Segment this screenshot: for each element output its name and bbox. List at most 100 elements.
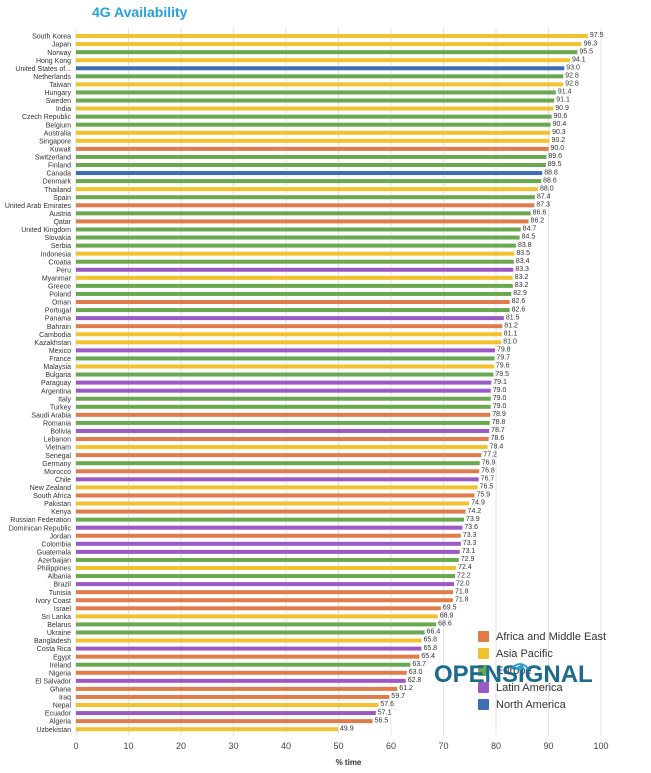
- value-label: 57.1: [378, 709, 392, 716]
- bar-43: [76, 380, 492, 385]
- category-label: Austria: [49, 211, 71, 218]
- category-label: France: [49, 356, 71, 363]
- value-label: 82.9: [513, 290, 527, 297]
- value-label: 63.0: [409, 669, 423, 676]
- bar-29: [76, 267, 514, 272]
- category-label: El Salvador: [35, 678, 71, 685]
- bar-82: [76, 694, 390, 699]
- category-label: Morocco: [44, 469, 71, 476]
- value-label: 83.3: [515, 266, 529, 273]
- category-label: Czech Republic: [22, 114, 72, 121]
- legend-swatch: [478, 699, 489, 710]
- bar-28: [76, 259, 514, 264]
- bar-4: [76, 66, 565, 71]
- category-label: Belgium: [46, 122, 71, 129]
- value-label: 88.8: [544, 169, 558, 176]
- bar-35: [76, 316, 504, 321]
- value-label: 79.6: [496, 363, 510, 370]
- category-label: India: [56, 106, 71, 113]
- bar-46: [76, 404, 491, 409]
- category-label: Pakistan: [44, 501, 71, 508]
- category-label: Philippines: [37, 566, 71, 573]
- category-label: Malaysia: [43, 364, 71, 371]
- x-tick-label: 80: [491, 741, 501, 751]
- category-label: Sweden: [46, 98, 71, 105]
- x-tick-label: 20: [176, 741, 186, 751]
- value-label: 79.7: [496, 355, 510, 362]
- x-tick-label: 100: [593, 741, 608, 751]
- value-label: 86.2: [531, 218, 545, 225]
- bar-71: [76, 606, 441, 611]
- value-label: 62.8: [408, 677, 422, 684]
- value-label: 79.0: [493, 387, 507, 394]
- value-label: 65.8: [423, 637, 437, 644]
- category-label: Bolivia: [50, 429, 71, 436]
- legend-label: Africa and Middle East: [496, 630, 607, 643]
- value-label: 79.5: [495, 371, 509, 378]
- value-label: 74.2: [468, 508, 482, 515]
- x-tick-label: 50: [333, 741, 343, 751]
- bar-19: [76, 187, 538, 192]
- value-label: 90.6: [554, 113, 568, 120]
- category-label: Brazil: [53, 582, 71, 589]
- value-label: 93.0: [566, 64, 580, 71]
- category-label: Saudi Arabia: [31, 412, 71, 419]
- category-label: Netherlands: [33, 74, 71, 81]
- bar-9: [76, 106, 554, 111]
- category-label: South Africa: [33, 493, 71, 500]
- value-label: 82.6: [512, 298, 526, 305]
- chart-title: 4G Availability: [92, 4, 188, 20]
- bar-23: [76, 219, 529, 224]
- bar-86: [76, 727, 338, 732]
- bar-13: [76, 138, 550, 143]
- value-label: 65.4: [421, 653, 435, 660]
- value-label: 59.7: [391, 693, 405, 700]
- value-label: 63.7: [412, 661, 426, 668]
- value-label: 91.1: [556, 97, 570, 104]
- bar-59: [76, 509, 466, 514]
- bar-30: [76, 275, 513, 280]
- bar-52: [76, 453, 482, 458]
- bar-22: [76, 211, 531, 216]
- legend-swatch: [478, 631, 489, 642]
- category-label: Uzbekistan: [36, 727, 71, 734]
- value-label: 72.2: [457, 572, 471, 579]
- bar-18: [76, 179, 542, 184]
- value-label: 82.6: [512, 306, 526, 313]
- legend-swatch: [478, 682, 489, 693]
- bar-66: [76, 565, 457, 570]
- category-label: United States of...: [15, 66, 71, 73]
- value-label: 66.4: [427, 629, 441, 636]
- category-label: Croatia: [48, 259, 71, 266]
- category-label: United Arab Emirates: [5, 203, 72, 210]
- bar-80: [76, 678, 406, 683]
- value-label: 87.4: [537, 193, 551, 200]
- category-label: Azerbaijan: [38, 558, 71, 565]
- category-label: Australia: [44, 130, 71, 137]
- bar-12: [76, 130, 551, 135]
- bar-34: [76, 308, 510, 313]
- value-label: 92.8: [565, 81, 579, 88]
- value-label: 92.8: [565, 73, 579, 80]
- value-label: 88.0: [540, 185, 554, 192]
- x-tick-label: 30: [228, 741, 238, 751]
- value-label: 74.9: [471, 500, 485, 507]
- value-label: 86.6: [533, 210, 547, 217]
- category-label: Spain: [53, 195, 71, 202]
- value-label: 76.8: [481, 467, 495, 474]
- value-label: 88.6: [543, 177, 557, 184]
- legend-label: Latin America: [496, 681, 563, 694]
- category-label: Paraguay: [41, 380, 71, 387]
- category-label: Belarus: [47, 622, 71, 629]
- bar-63: [76, 541, 461, 546]
- legend-item: Latin America: [478, 679, 606, 696]
- value-label: 81.0: [503, 339, 517, 346]
- bar-61: [76, 525, 463, 530]
- value-label: 79.0: [493, 403, 507, 410]
- category-label: Ghana: [50, 686, 71, 693]
- bar-50: [76, 437, 489, 442]
- value-label: 69.5: [443, 604, 457, 611]
- category-label: Hungary: [45, 90, 72, 97]
- value-label: 73.9: [466, 516, 480, 523]
- category-label: Oman: [52, 300, 71, 307]
